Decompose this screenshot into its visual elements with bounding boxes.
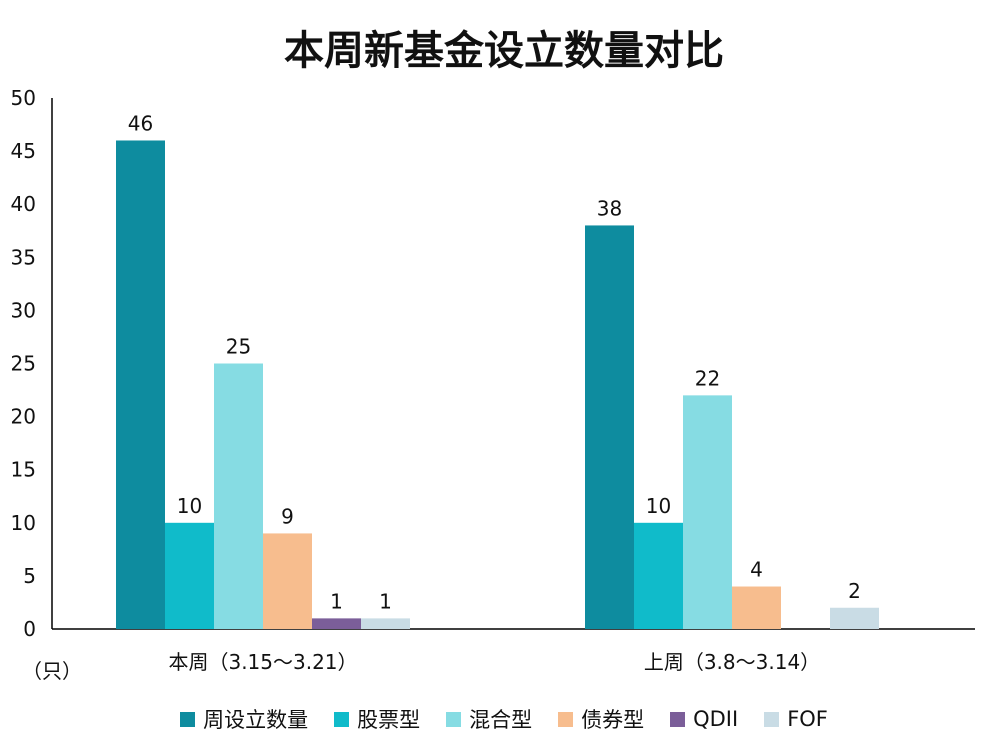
y-tick-label-25: 25: [11, 352, 36, 376]
legend-label-4: QDII: [693, 707, 739, 731]
y-tick-label-0: 0: [23, 617, 36, 641]
legend-swatch-5: [764, 711, 780, 727]
x-category-label-0: 本周（3.15～3.21）: [168, 650, 357, 674]
legend-item-2: 混合型: [446, 704, 532, 734]
legend-item-3: 债券型: [558, 704, 644, 734]
data-label-混合型-1: 22: [695, 366, 720, 390]
y-tick-label-30: 30: [11, 298, 36, 322]
chart-title: 本周新基金设立数量对比: [284, 28, 724, 74]
x-category-label-1: 上周（3.8～3.14）: [644, 650, 820, 674]
legend-label-5: FOF: [787, 707, 828, 731]
bar-QDII-0: [312, 618, 361, 629]
bar-债券型-1: [732, 586, 781, 629]
data-label-QDII-0: 1: [330, 589, 343, 613]
data-label-债券型-1: 4: [750, 558, 763, 582]
y-tick-label-45: 45: [11, 139, 36, 163]
data-label-债券型-0: 9: [281, 504, 294, 528]
legend-item-4: QDII: [670, 704, 738, 734]
bar-周设立数量-0: [116, 140, 165, 630]
bar-FOF-1: [830, 607, 879, 629]
y-tick-label-50: 50: [11, 86, 36, 110]
bar-周设立数量-1: [585, 225, 634, 629]
y-tick-label-20: 20: [11, 405, 36, 429]
data-label-混合型-0: 25: [226, 335, 251, 359]
legend-label-1: 股票型: [357, 708, 421, 732]
legend-item-1: 股票型: [334, 704, 420, 734]
legend-label-0: 周设立数量: [203, 708, 309, 732]
data-label-股票型-0: 10: [177, 494, 202, 518]
legend-item-5: FOF: [764, 704, 828, 734]
y-tick-label-40: 40: [11, 192, 36, 216]
bar-混合型-0: [214, 363, 263, 629]
data-label-FOF-1: 2: [848, 579, 861, 603]
bar-债券型-0: [263, 533, 312, 629]
bar-混合型-1: [683, 395, 732, 629]
legend-swatch-4: [670, 711, 686, 727]
legend-swatch-2: [446, 711, 462, 727]
y-tick-label-5: 5: [23, 564, 36, 588]
bar-FOF-0: [361, 618, 410, 629]
y-tick-label-35: 35: [11, 245, 36, 269]
legend-label-3: 债券型: [581, 708, 645, 732]
y-tick-label-10: 10: [11, 511, 36, 535]
legend: 周设立数量 股票型 混合型 债券型 QDII FOF: [0, 704, 1008, 734]
data-label-周设立数量-0: 46: [128, 111, 153, 135]
legend-swatch-3: [558, 711, 574, 727]
y-tick-label-15: 15: [11, 458, 36, 482]
data-label-股票型-1: 10: [646, 494, 671, 518]
legend-label-2: 混合型: [469, 708, 533, 732]
legend-item-0: 周设立数量: [180, 704, 308, 734]
data-label-周设立数量-1: 38: [597, 196, 622, 220]
bar-股票型-1: [634, 522, 683, 629]
data-label-FOF-0: 1: [379, 589, 392, 613]
y-axis-unit-label: （只）: [22, 659, 82, 683]
legend-swatch-0: [180, 711, 196, 727]
bar-股票型-0: [165, 522, 214, 629]
legend-swatch-1: [334, 711, 350, 727]
